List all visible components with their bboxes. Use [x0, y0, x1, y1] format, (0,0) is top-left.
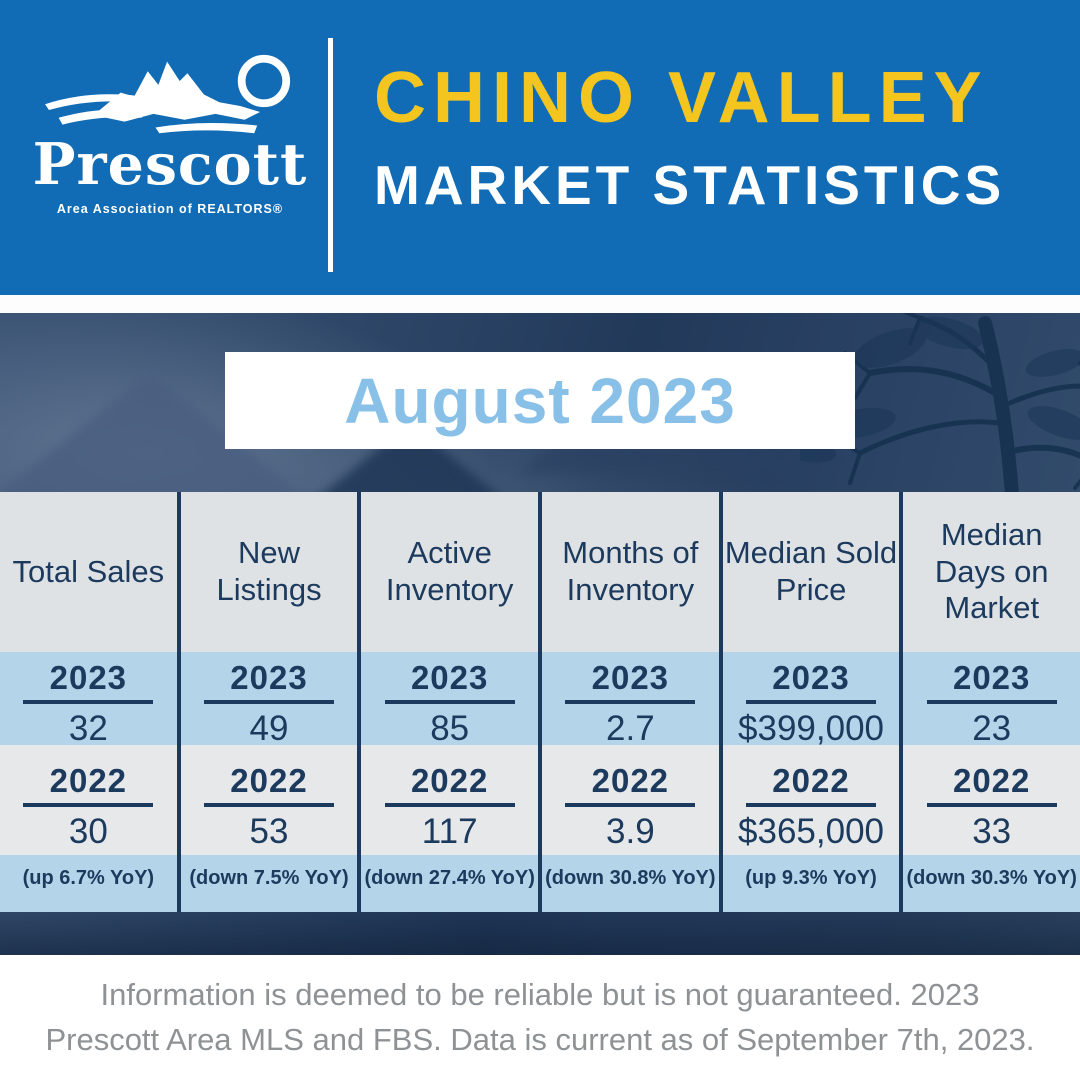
- stat-2023-block: 2023 23: [903, 652, 1080, 748]
- stats-table: Total Sales 2023 32 2022 30 (up 6.7% YoY…: [0, 492, 1080, 912]
- month-label: August 2023: [344, 364, 736, 437]
- stat-column-label: Active Inventory: [361, 492, 539, 652]
- divider-strip: [0, 295, 1080, 313]
- stat-column: Active Inventory 2023 85 2022 117 (down …: [357, 492, 539, 912]
- stat-value-2023: 2.7: [606, 709, 655, 748]
- header-divider: [328, 38, 333, 272]
- stat-2023-block: 2023 2.7: [542, 652, 719, 748]
- year-2022-label: 2022: [204, 762, 334, 807]
- header-titles: CHINO VALLEY MARKET STATISTICS: [374, 62, 1064, 213]
- year-2023-label: 2023: [384, 659, 515, 704]
- stat-2023-block: 2023 32: [0, 652, 177, 748]
- stat-2022-block: 2022 33: [903, 745, 1080, 855]
- logo-tagline: Area Association of REALTORS®: [56, 202, 284, 216]
- stat-value-2022: $365,000: [738, 812, 885, 851]
- year-2022-label: 2022: [746, 762, 877, 807]
- year-2023-label: 2023: [746, 659, 877, 704]
- stat-2023-block: 2023 49: [180, 652, 358, 748]
- yoy-change-label: (up 9.3% YoY): [722, 855, 900, 912]
- stat-value-2023: 32: [68, 709, 108, 748]
- page-title-area: CHINO VALLEY: [374, 58, 989, 138]
- stat-value-2022: 53: [249, 812, 289, 851]
- stat-column: New Listings 2023 49 2022 53 (down 7.5% …: [176, 492, 358, 912]
- stat-column: Median Days on Market 2023 23 2022 33 (d…: [899, 492, 1080, 912]
- logo-name: Prescott: [32, 131, 308, 198]
- stat-value-2023: $399,000: [738, 709, 885, 748]
- stat-value-2022: 30: [68, 812, 108, 851]
- stat-2022-block: 2022 53: [180, 745, 358, 855]
- stat-value-2022: 117: [421, 812, 478, 851]
- yoy-change-label: (down 30.8% YoY): [542, 855, 719, 912]
- stat-column-label: Median Sold Price: [722, 492, 900, 652]
- year-2022-label: 2022: [23, 762, 154, 807]
- yoy-change-label: (down 7.5% YoY): [180, 855, 358, 912]
- year-2022-label: 2022: [384, 762, 515, 807]
- stat-2022-block: 2022 117: [361, 745, 539, 855]
- stat-2022-block: 2022 30: [0, 745, 177, 855]
- year-2023-label: 2023: [926, 659, 1057, 704]
- year-2023-label: 2023: [204, 659, 334, 704]
- year-2023-label: 2023: [23, 659, 154, 704]
- stat-2023-block: 2023 85: [361, 652, 539, 748]
- disclaimer-line-2: Prescott Area MLS and FBS. Data is curre…: [45, 1021, 1035, 1057]
- stat-2023-block: 2023 $399,000: [722, 652, 900, 748]
- yoy-change-label: (down 30.3% YoY): [903, 855, 1080, 912]
- year-2022-label: 2022: [565, 762, 696, 807]
- stat-value-2023: 85: [430, 709, 470, 748]
- yoy-change-label: (up 6.7% YoY): [0, 855, 177, 912]
- stat-column-label: Median Days on Market: [903, 492, 1080, 652]
- page-title-subject: MARKET STATISTICS: [374, 154, 1006, 216]
- stat-column-label: Total Sales: [0, 492, 177, 652]
- stat-column: Total Sales 2023 32 2022 30 (up 6.7% YoY…: [0, 492, 177, 912]
- stat-2022-block: 2022 3.9: [542, 745, 719, 855]
- disclaimer-line-1: Information is deemed to be reliable but…: [100, 977, 980, 1013]
- month-banner: August 2023: [225, 352, 855, 449]
- year-2022-label: 2022: [926, 762, 1057, 807]
- stat-value-2022: 3.9: [606, 812, 655, 851]
- stat-value-2023: 49: [249, 709, 289, 748]
- tree-silhouette: [800, 313, 1080, 533]
- prescott-mountain-logo-icon: [45, 54, 291, 134]
- background-photo: August 2023 Total Sales 2023 32 2022 30 …: [0, 313, 1080, 955]
- stat-value-2022: 33: [972, 812, 1012, 851]
- yoy-change-label: (down 27.4% YoY): [361, 855, 539, 912]
- stat-2022-block: 2022 $365,000: [722, 745, 900, 855]
- header-bar: Prescott Area Association of REALTORS® C…: [0, 0, 1080, 295]
- stat-value-2023: 23: [972, 709, 1012, 748]
- stat-column-label: Months of Inventory: [542, 492, 719, 652]
- stat-column: Months of Inventory 2023 2.7 2022 3.9 (d…: [538, 492, 719, 912]
- disclaimer-footer: Information is deemed to be reliable but…: [0, 955, 1080, 1080]
- stat-column: Median Sold Price 2023 $399,000 2022 $36…: [718, 492, 900, 912]
- stat-column-label: New Listings: [180, 492, 358, 652]
- prescott-logo: Prescott Area Association of REALTORS®: [20, 50, 320, 216]
- year-2023-label: 2023: [565, 659, 696, 704]
